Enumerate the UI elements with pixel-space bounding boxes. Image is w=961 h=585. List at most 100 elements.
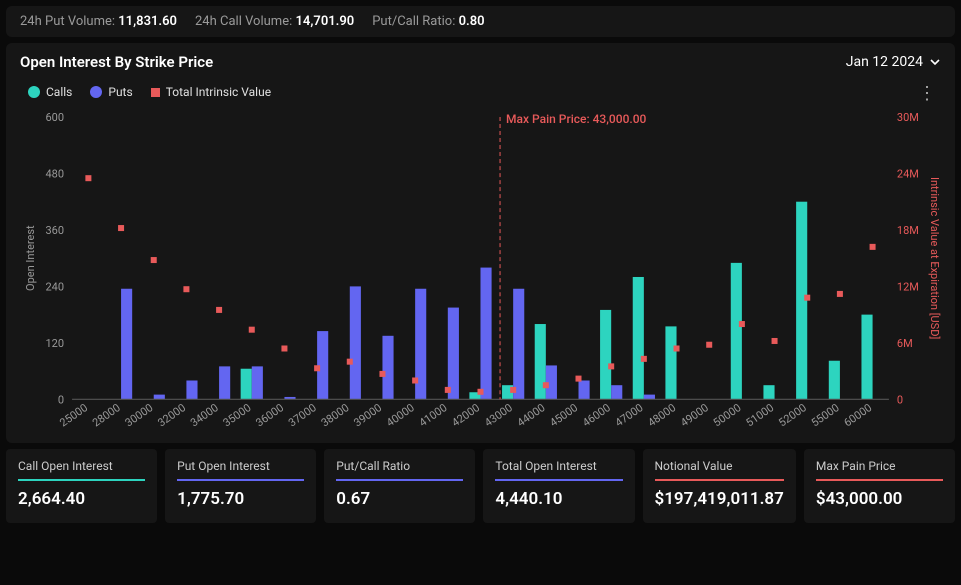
stat-label: Put/Call Ratio bbox=[336, 459, 463, 481]
legend-calls[interactable]: Calls bbox=[28, 85, 72, 99]
bar-put[interactable] bbox=[252, 366, 263, 399]
bar-put[interactable] bbox=[611, 385, 622, 399]
svg-text:35000: 35000 bbox=[221, 401, 254, 429]
put-vol: 24h Put Volume: 11,831.60 bbox=[20, 14, 177, 29]
bar-put[interactable] bbox=[121, 289, 132, 400]
intrinsic-point[interactable] bbox=[314, 365, 320, 371]
intrinsic-point[interactable] bbox=[510, 387, 516, 393]
intrinsic-point[interactable] bbox=[608, 363, 614, 369]
stat-box: Put/Call Ratio 0.67 bbox=[324, 449, 475, 523]
svg-text:46000: 46000 bbox=[580, 401, 613, 429]
chart-menu-icon[interactable]: ⋮ bbox=[918, 83, 935, 104]
svg-text:120: 120 bbox=[45, 337, 64, 350]
stat-value: $43,000.00 bbox=[816, 489, 943, 509]
stat-label: Call Open Interest bbox=[18, 459, 145, 481]
stats-row: Call Open Interest 2,664.40 Put Open Inte… bbox=[6, 449, 955, 523]
svg-text:34000: 34000 bbox=[188, 401, 221, 429]
bar-call[interactable] bbox=[861, 315, 872, 400]
bar-call[interactable] bbox=[665, 326, 676, 399]
bar-put[interactable] bbox=[513, 289, 524, 400]
stat-label: Notional Value bbox=[655, 459, 784, 481]
stat-box: Total Open Interest 4,440.10 bbox=[483, 449, 634, 523]
svg-text:41000: 41000 bbox=[417, 401, 450, 429]
panel-title: Open Interest By Strike Price bbox=[20, 53, 213, 71]
svg-text:6M: 6M bbox=[897, 337, 913, 350]
chevron-down-icon bbox=[929, 56, 941, 68]
top-summary-bar: 24h Put Volume: 11,831.60 24h Call Volum… bbox=[6, 6, 955, 37]
svg-text:60000: 60000 bbox=[842, 401, 875, 429]
bar-call[interactable] bbox=[600, 310, 611, 399]
bar-call[interactable] bbox=[731, 263, 742, 399]
intrinsic-point[interactable] bbox=[772, 338, 778, 344]
bar-put[interactable] bbox=[480, 268, 491, 400]
svg-text:50000: 50000 bbox=[711, 401, 744, 429]
chart-legend: Calls Puts Total Intrinsic Value ⋮ bbox=[20, 79, 941, 103]
intrinsic-point[interactable] bbox=[477, 389, 483, 395]
intrinsic-point[interactable] bbox=[870, 244, 876, 250]
bar-put[interactable] bbox=[186, 380, 197, 399]
bar-put[interactable] bbox=[317, 331, 328, 399]
bar-put[interactable] bbox=[579, 380, 590, 399]
bar-call[interactable] bbox=[633, 277, 644, 399]
stat-value: 1,775.70 bbox=[177, 489, 304, 509]
svg-text:39000: 39000 bbox=[351, 401, 384, 429]
svg-text:0: 0 bbox=[58, 393, 64, 406]
intrinsic-point[interactable] bbox=[412, 377, 418, 383]
bar-put[interactable] bbox=[644, 395, 655, 400]
intrinsic-point[interactable] bbox=[739, 321, 745, 327]
stat-value: 2,664.40 bbox=[18, 489, 145, 509]
svg-text:37000: 37000 bbox=[286, 401, 319, 429]
intrinsic-point[interactable] bbox=[118, 225, 124, 231]
svg-text:30M: 30M bbox=[897, 111, 919, 124]
bar-put[interactable] bbox=[382, 336, 393, 400]
legend-intrinsic[interactable]: Total Intrinsic Value bbox=[151, 85, 271, 99]
svg-text:48000: 48000 bbox=[645, 401, 678, 429]
svg-text:28000: 28000 bbox=[90, 401, 123, 429]
oi-panel: Open Interest By Strike Price Jan 12 202… bbox=[6, 43, 955, 443]
intrinsic-point[interactable] bbox=[445, 387, 451, 393]
legend-puts[interactable]: Puts bbox=[90, 85, 132, 99]
intrinsic-point[interactable] bbox=[281, 345, 287, 351]
svg-text:47000: 47000 bbox=[613, 401, 646, 429]
bar-call[interactable] bbox=[829, 361, 840, 400]
oi-chart: 012024036048060006M12M18M24M30MOpen Inte… bbox=[20, 103, 941, 443]
stat-box: Notional Value $197,419,011.87 bbox=[643, 449, 796, 523]
svg-text:30000: 30000 bbox=[123, 401, 156, 429]
date-picker[interactable]: Jan 12 2024 bbox=[846, 54, 941, 70]
intrinsic-point[interactable] bbox=[151, 257, 157, 263]
intrinsic-point[interactable] bbox=[706, 342, 712, 348]
svg-text:24M: 24M bbox=[897, 167, 919, 180]
bar-put[interactable] bbox=[448, 308, 459, 400]
intrinsic-point[interactable] bbox=[85, 175, 91, 181]
svg-text:Intrinsic Value at Expiration: Intrinsic Value at Expiration [USD] bbox=[928, 177, 941, 339]
svg-text:480: 480 bbox=[45, 167, 64, 180]
svg-text:52000: 52000 bbox=[776, 401, 809, 429]
svg-text:240: 240 bbox=[45, 280, 64, 293]
intrinsic-point[interactable] bbox=[804, 295, 810, 301]
svg-text:42000: 42000 bbox=[449, 401, 482, 429]
stat-box: Max Pain Price $43,000.00 bbox=[804, 449, 955, 523]
svg-text:36000: 36000 bbox=[253, 401, 286, 429]
bar-call[interactable] bbox=[241, 369, 252, 400]
intrinsic-point[interactable] bbox=[216, 307, 222, 313]
intrinsic-point[interactable] bbox=[347, 359, 353, 365]
stat-value: $197,419,011.87 bbox=[655, 489, 784, 509]
svg-text:51000: 51000 bbox=[743, 401, 776, 429]
intrinsic-point[interactable] bbox=[543, 382, 549, 388]
stat-value: 0.67 bbox=[336, 489, 463, 509]
intrinsic-point[interactable] bbox=[379, 371, 385, 377]
intrinsic-point[interactable] bbox=[183, 286, 189, 292]
svg-text:40000: 40000 bbox=[384, 401, 417, 429]
stat-label: Max Pain Price bbox=[816, 459, 943, 481]
intrinsic-point[interactable] bbox=[837, 291, 843, 297]
bar-put[interactable] bbox=[154, 395, 165, 400]
svg-text:0: 0 bbox=[897, 393, 903, 406]
intrinsic-point[interactable] bbox=[249, 327, 255, 333]
bar-put[interactable] bbox=[219, 366, 230, 399]
bar-put[interactable] bbox=[350, 286, 361, 399]
intrinsic-point[interactable] bbox=[576, 376, 582, 382]
intrinsic-point[interactable] bbox=[674, 345, 680, 351]
intrinsic-point[interactable] bbox=[641, 356, 647, 362]
bar-call[interactable] bbox=[763, 385, 774, 399]
stat-box: Put Open Interest 1,775.70 bbox=[165, 449, 316, 523]
